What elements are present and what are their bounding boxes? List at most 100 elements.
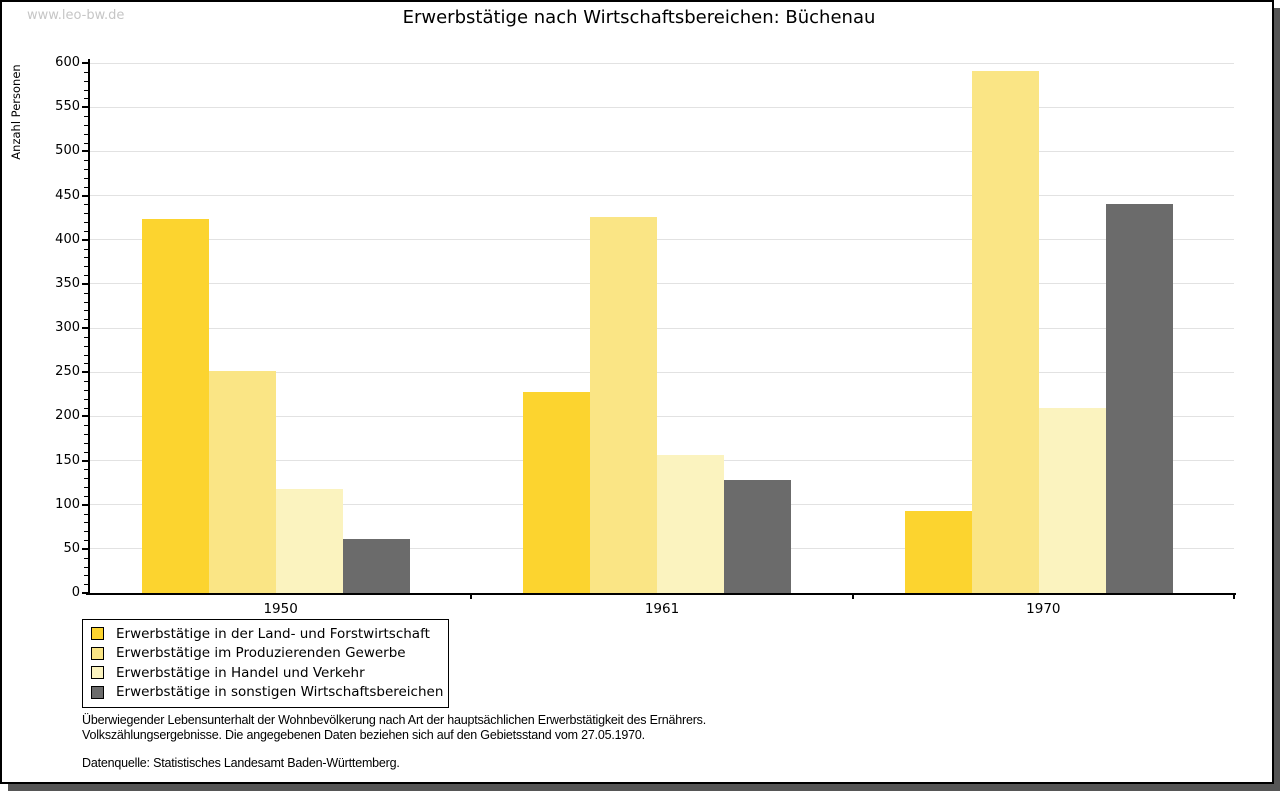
gridline-550 — [90, 106, 1234, 108]
y-axis-label: Anzahl Personen — [9, 64, 23, 160]
watermark-text: www.leo-bw.de — [27, 8, 125, 23]
y-minor-tick — [84, 230, 88, 232]
x-tick-label-1961: 1961 — [644, 601, 680, 617]
y-minor-tick — [84, 478, 88, 480]
legend-label: Erwerbstätige im Produzierenden Gewerbe — [116, 645, 406, 662]
bar-1970-series-3 — [1038, 408, 1106, 593]
x-tick — [851, 595, 854, 599]
legend-label: Erwerbstätige in sonstigen Wirtschaftsbe… — [116, 684, 444, 701]
y-minor-tick — [84, 469, 88, 471]
footnote-line-2: Volkszählungsergebnisse. Die angegebenen… — [82, 727, 645, 742]
bar-1950-series-2 — [209, 371, 276, 593]
y-minor-tick — [84, 398, 88, 400]
legend-item-4: Erwerbstätige in sonstigen Wirtschaftsbe… — [91, 683, 444, 703]
bar-1970-series-1 — [904, 510, 972, 593]
legend-label: Erwerbstätige in Handel und Verkehr — [116, 664, 365, 681]
y-minor-tick — [84, 487, 88, 488]
y-minor-tick — [84, 389, 88, 391]
y-major-tick-600 — [82, 62, 88, 64]
gridline-450 — [90, 195, 1234, 196]
y-tick-label-0: 0 — [71, 585, 80, 600]
legend-swatch-icon — [91, 666, 104, 680]
y-tick-label-150: 150 — [55, 452, 80, 468]
y-tick-label-350: 350 — [55, 275, 80, 291]
y-major-tick-400 — [82, 238, 88, 241]
x-tick-label-1950: 1950 — [263, 601, 298, 617]
y-minor-tick — [84, 266, 88, 268]
y-minor-tick — [84, 257, 88, 259]
y-major-tick-250 — [82, 371, 88, 374]
y-tick-label-100: 100 — [55, 496, 80, 512]
image-shadow-bottom — [8, 784, 1280, 791]
y-minor-tick — [84, 275, 88, 276]
y-minor-tick — [84, 495, 88, 497]
x-tick — [470, 595, 473, 599]
gridline-500 — [90, 150, 1234, 152]
y-minor-tick — [84, 345, 88, 347]
bar-1950-series-1 — [142, 219, 209, 593]
legend-swatch-icon — [91, 646, 104, 660]
y-major-tick-200 — [82, 415, 88, 418]
y-minor-tick — [84, 363, 88, 365]
y-minor-tick — [84, 407, 88, 409]
legend-item-2: Erwerbstätige im Produzierenden Gewerbe — [91, 644, 440, 664]
y-major-tick-50 — [82, 547, 88, 550]
y-major-tick-350 — [82, 282, 88, 285]
y-minor-tick — [84, 222, 88, 223]
y-minor-tick — [84, 566, 88, 568]
y-minor-tick — [84, 98, 88, 100]
y-minor-tick — [84, 310, 88, 312]
y-minor-tick — [84, 354, 88, 356]
gridline-400 — [90, 239, 1234, 241]
y-major-tick-500 — [82, 150, 88, 153]
legend-swatch-icon — [91, 627, 104, 641]
y-tick-label-550: 550 — [55, 99, 80, 115]
bar-1970-series-2 — [971, 70, 1039, 593]
y-minor-tick — [84, 213, 88, 215]
y-minor-tick — [84, 425, 88, 427]
chart-title: Erwerbstätige nach Wirtschaftsbereichen:… — [402, 7, 876, 28]
y-minor-tick — [84, 442, 88, 444]
y-minor-tick — [84, 292, 88, 294]
y-minor-tick — [84, 71, 88, 73]
footnotes: Überwiegender Lebensunterhalt der Wohnbe… — [82, 713, 706, 771]
legend-swatch-icon — [91, 685, 104, 699]
y-minor-tick — [84, 575, 88, 577]
y-minor-tick — [84, 142, 88, 144]
gridline-350 — [90, 283, 1234, 285]
image-shadow-right — [1274, 8, 1280, 791]
gridline-600 — [90, 62, 1234, 64]
y-minor-tick — [84, 89, 88, 91]
legend-box: Erwerbstätige in der Land- und Forstwirt… — [82, 619, 449, 708]
bar-1950-series-4 — [343, 539, 410, 593]
y-major-tick-0 — [82, 592, 88, 594]
y-minor-tick — [84, 124, 88, 126]
gridline-200 — [90, 415, 1234, 417]
data-source-line: Datenquelle: Statistisches Landesamt Bad… — [82, 756, 400, 770]
legend-item-3: Erwerbstätige in Handel und Verkehr — [91, 663, 440, 683]
y-minor-tick — [84, 204, 88, 206]
y-minor-tick — [84, 169, 88, 170]
bar-1961-series-1 — [523, 392, 591, 593]
y-tick-label-300: 300 — [55, 320, 80, 335]
x-axis-line — [86, 593, 1236, 595]
y-minor-tick — [84, 177, 88, 179]
y-minor-tick — [84, 584, 88, 586]
bar-1950-series-3 — [276, 488, 343, 593]
bar-1970-series-4 — [1105, 204, 1173, 593]
y-minor-tick — [84, 133, 88, 135]
plot-area: 0 50 100 150 200 250 300 350 400 450 500 550 600 1950… — [55, 55, 1236, 617]
bar-1961-series-4 — [724, 479, 792, 593]
y-minor-tick — [84, 557, 88, 559]
y-tick-label-500: 500 — [55, 143, 80, 159]
y-minor-tick — [84, 513, 88, 515]
y-major-tick-100 — [82, 503, 88, 506]
y-major-tick-550 — [82, 106, 88, 109]
bar-1961-series-3 — [657, 455, 725, 593]
gridline-300 — [90, 327, 1234, 329]
y-tick-label-600: 600 — [55, 55, 80, 70]
legend-label: Erwerbstätige in der Land- und Forstwirt… — [116, 625, 430, 642]
y-tick-label-400: 400 — [55, 231, 80, 247]
